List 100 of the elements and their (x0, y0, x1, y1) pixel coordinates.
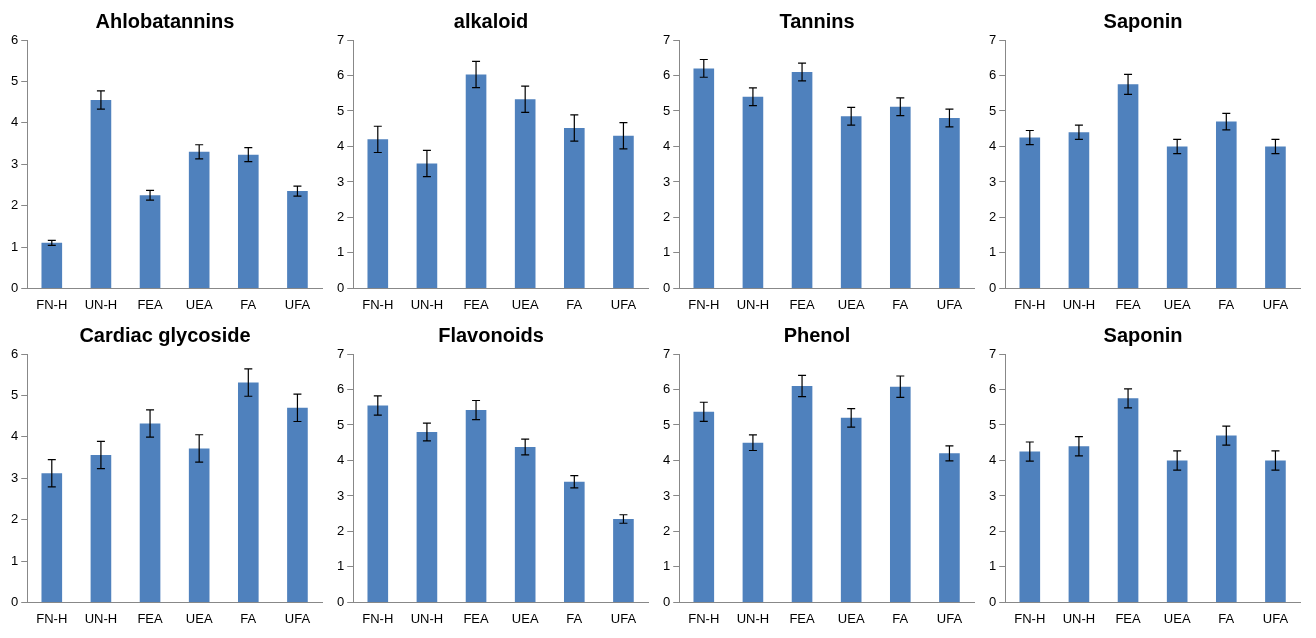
bar (465, 410, 487, 602)
y-tick-label: 1 (663, 558, 671, 574)
chart-title: Flavonoids (438, 323, 544, 346)
y-tick-label: 5 (337, 416, 345, 432)
y-tick-label: 6 (663, 67, 671, 83)
y-tick-label: 1 (989, 244, 997, 260)
x-tick-label: UN-H (410, 296, 444, 312)
bar (139, 195, 161, 288)
x-tick-label: FEA (789, 296, 816, 312)
x-tick-label: FEA (463, 610, 490, 626)
y-tick-label: 6 (337, 381, 345, 397)
x-tick-label: FEA (463, 296, 490, 312)
y-tick-label: 7 (989, 345, 997, 361)
bar (41, 473, 63, 602)
bar (465, 74, 487, 288)
x-tick-label: UN-H (736, 296, 770, 312)
chart-title: Phenol (783, 323, 851, 346)
x-tick-label: UN-H (1062, 296, 1096, 312)
y-tick-label: 7 (663, 31, 671, 47)
bar (840, 116, 862, 288)
bar (514, 99, 536, 288)
bar (90, 455, 112, 602)
bar (287, 191, 308, 288)
y-tick-label: 6 (11, 31, 19, 47)
y-tick-label: 4 (337, 138, 345, 154)
y-tick-label: 3 (663, 173, 671, 189)
y-tick-label: 1 (989, 558, 997, 574)
y-tick-label: 4 (989, 138, 997, 154)
y-tick-label: 2 (11, 511, 19, 527)
x-tick-label: UFA (936, 296, 963, 312)
y-tick-label: 2 (663, 523, 671, 539)
x-tick-label: FA (892, 296, 909, 312)
bar (563, 481, 585, 602)
x-tick-label: UFA (936, 610, 963, 626)
x-tick-label: FN-H (362, 296, 394, 312)
bar (939, 453, 960, 602)
y-tick-label: 2 (11, 197, 19, 213)
bar (41, 242, 63, 288)
bar (188, 151, 210, 288)
x-tick-label: FN-H (688, 610, 720, 626)
x-tick-label: UEA (1163, 610, 1191, 626)
x-tick-label: UFA (284, 610, 311, 626)
y-tick-label: 0 (663, 279, 671, 295)
bar (742, 96, 764, 288)
y-tick-label: 3 (989, 487, 997, 503)
x-tick-label: UFA (1262, 296, 1289, 312)
x-tick-label: FN-H (688, 296, 720, 312)
x-tick-label: FA (1218, 610, 1235, 626)
x-tick-label: FEA (1115, 296, 1142, 312)
x-tick-label: FA (892, 610, 909, 626)
y-tick-label: 0 (663, 593, 671, 609)
y-tick-label: 4 (337, 452, 345, 468)
bar (367, 405, 389, 602)
chart-title: Saponin (1103, 9, 1183, 32)
bar (1068, 446, 1090, 602)
y-tick-label: 5 (11, 72, 19, 88)
y-tick-label: 6 (11, 345, 19, 361)
bar (367, 139, 389, 288)
bar (1166, 146, 1188, 288)
bar (791, 71, 813, 288)
chart-title: alkaloid (453, 9, 529, 32)
x-tick-label: UEA (185, 296, 213, 312)
x-tick-label: UN-H (84, 296, 118, 312)
bar (416, 163, 438, 288)
y-tick-label: 4 (663, 138, 671, 154)
bar (613, 135, 634, 288)
x-tick-label: FEA (137, 296, 164, 312)
bar (613, 519, 634, 602)
y-tick-label: 5 (989, 102, 997, 118)
x-tick-label: UEA (837, 296, 865, 312)
x-tick-label: FN-H (1014, 610, 1046, 626)
bar (563, 128, 585, 288)
bar (90, 100, 112, 288)
y-tick-label: 1 (337, 558, 345, 574)
bar (1019, 451, 1041, 602)
y-tick-label: 3 (11, 469, 19, 485)
x-tick-label: UN-H (84, 610, 118, 626)
x-tick-label: FN-H (1014, 296, 1046, 312)
bar (1265, 146, 1286, 288)
x-tick-label: FA (1218, 296, 1235, 312)
x-tick-label: UEA (1163, 296, 1191, 312)
bar (1215, 121, 1237, 288)
bar (1215, 435, 1237, 602)
x-tick-label: UN-H (736, 610, 770, 626)
bar (237, 382, 259, 602)
y-tick-label: 2 (337, 209, 345, 225)
y-tick-label: 0 (337, 593, 345, 609)
bar (1117, 84, 1139, 288)
y-tick-label: 0 (989, 279, 997, 295)
bar (742, 442, 764, 602)
y-tick-label: 7 (337, 31, 345, 47)
y-tick-label: 3 (11, 155, 19, 171)
y-tick-label: 4 (989, 452, 997, 468)
x-tick-label: UEA (185, 610, 213, 626)
y-tick-label: 6 (989, 67, 997, 83)
y-tick-label: 0 (337, 279, 345, 295)
y-tick-label: 0 (11, 279, 19, 295)
y-tick-label: 0 (11, 593, 19, 609)
y-tick-label: 1 (337, 244, 345, 260)
y-tick-label: 4 (11, 114, 19, 130)
